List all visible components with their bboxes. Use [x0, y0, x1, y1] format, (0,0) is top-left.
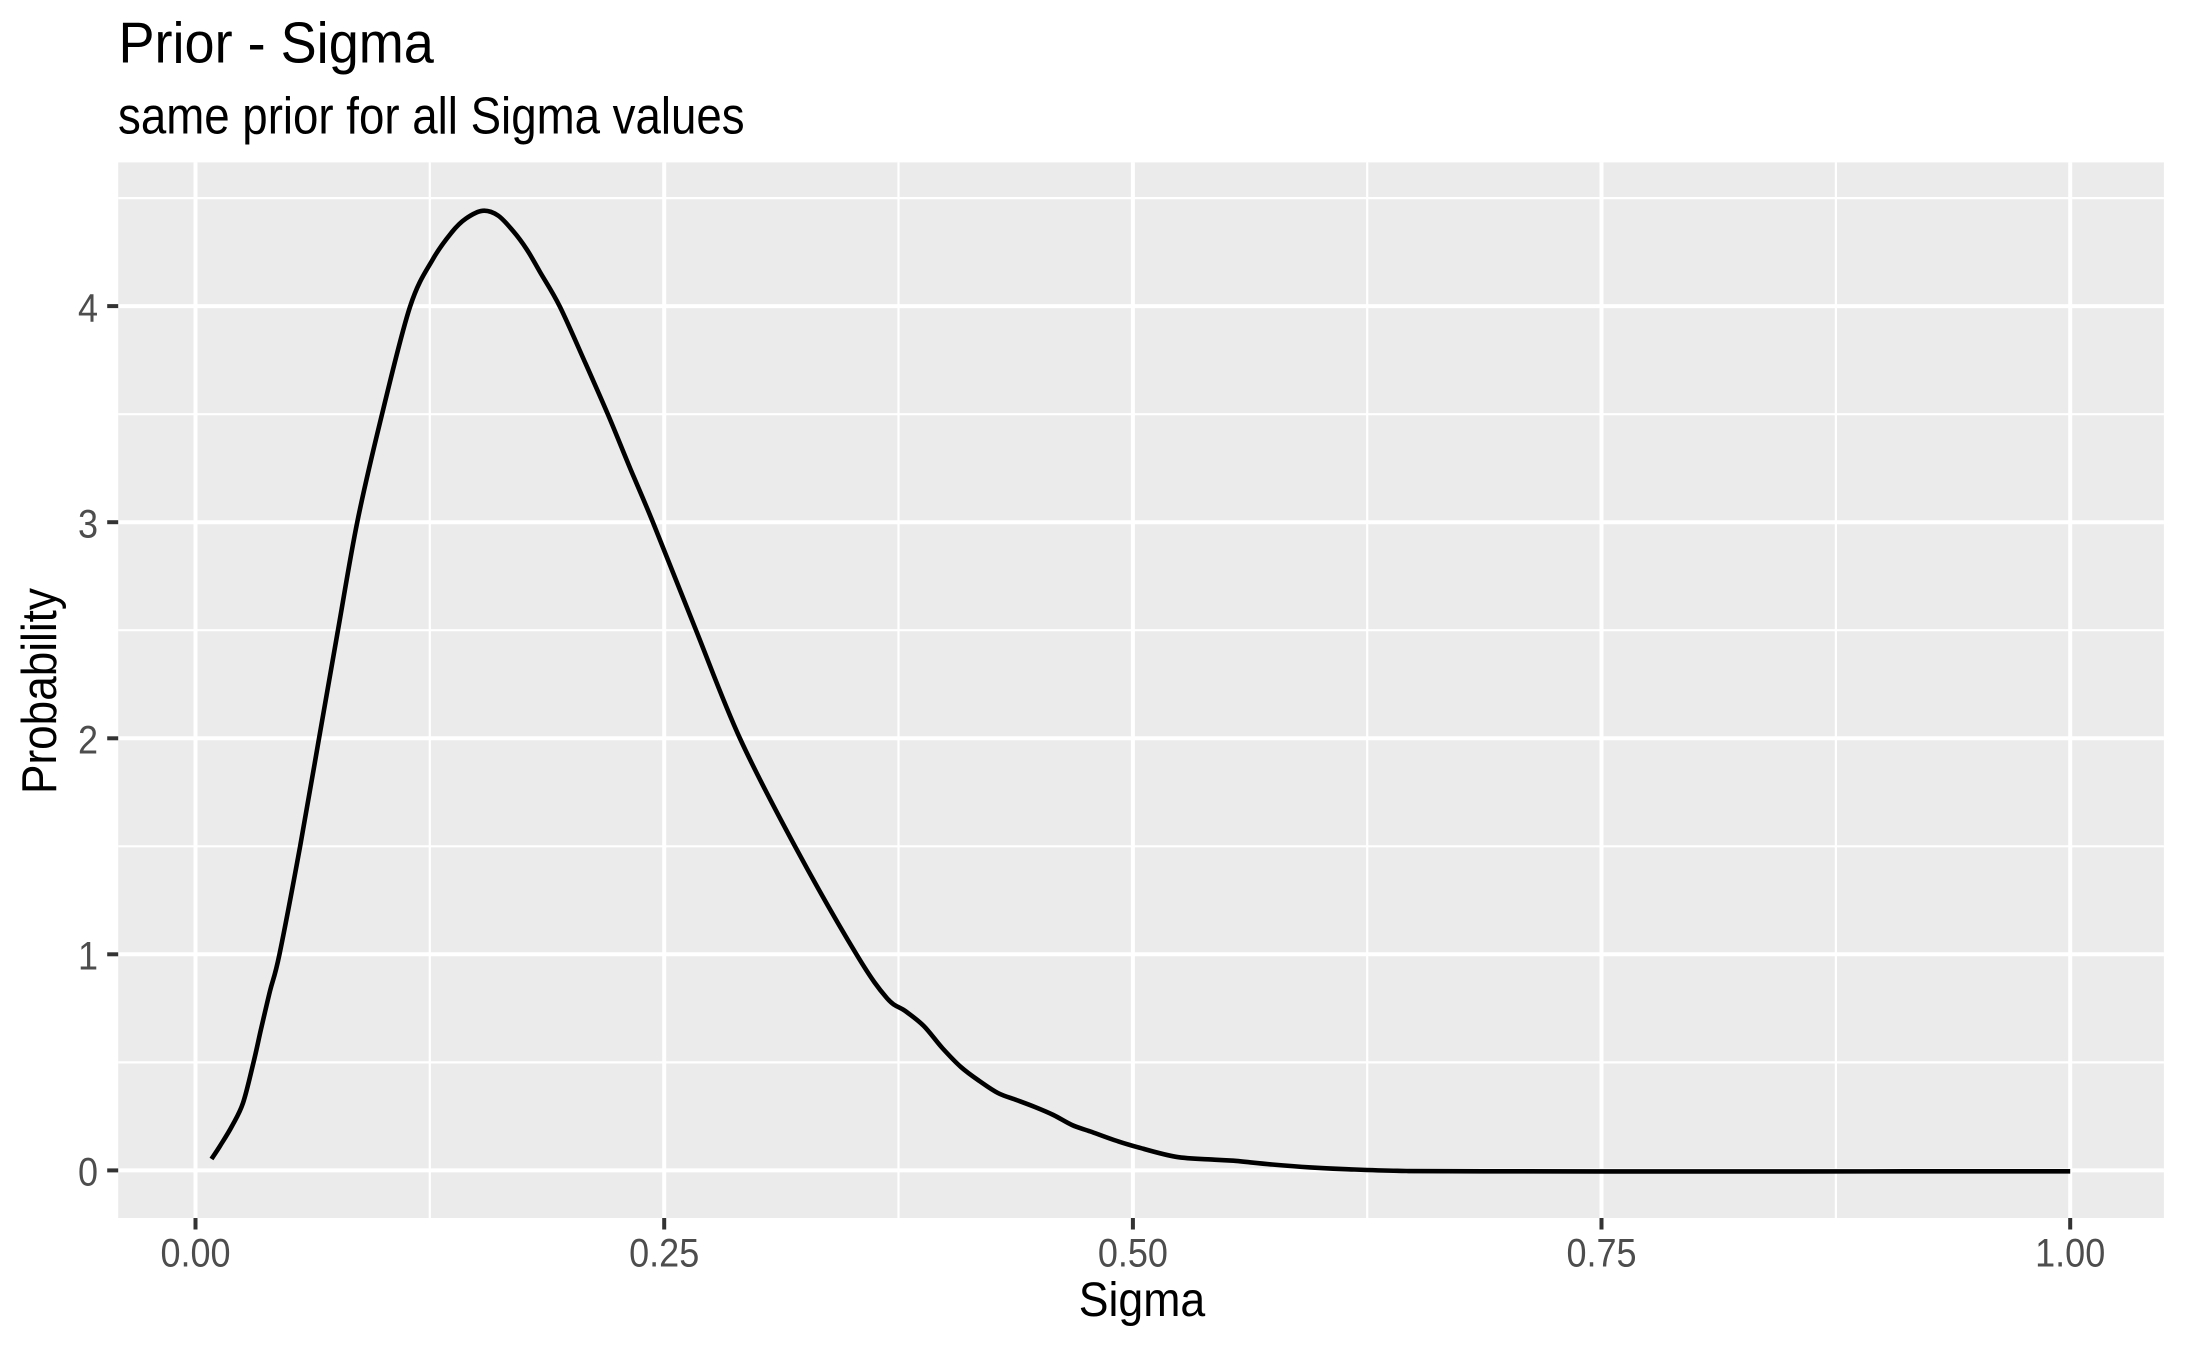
svg-text:Prior - Sigma: Prior - Sigma [119, 10, 435, 75]
svg-text:0.25: 0.25 [629, 1232, 699, 1276]
svg-text:Probability: Probability [12, 587, 67, 794]
svg-text:0: 0 [78, 1151, 98, 1195]
svg-text:0.00: 0.00 [160, 1232, 230, 1276]
svg-text:0.50: 0.50 [1098, 1232, 1168, 1276]
svg-text:same prior for all Sigma value: same prior for all Sigma values [118, 88, 745, 145]
svg-text:3: 3 [78, 503, 98, 547]
svg-text:2: 2 [78, 719, 98, 763]
svg-text:Sigma: Sigma [1079, 1273, 1206, 1327]
svg-text:1.00: 1.00 [2035, 1232, 2105, 1276]
svg-text:4: 4 [78, 287, 98, 331]
svg-text:1: 1 [78, 935, 98, 979]
svg-text:0.75: 0.75 [1566, 1232, 1636, 1276]
